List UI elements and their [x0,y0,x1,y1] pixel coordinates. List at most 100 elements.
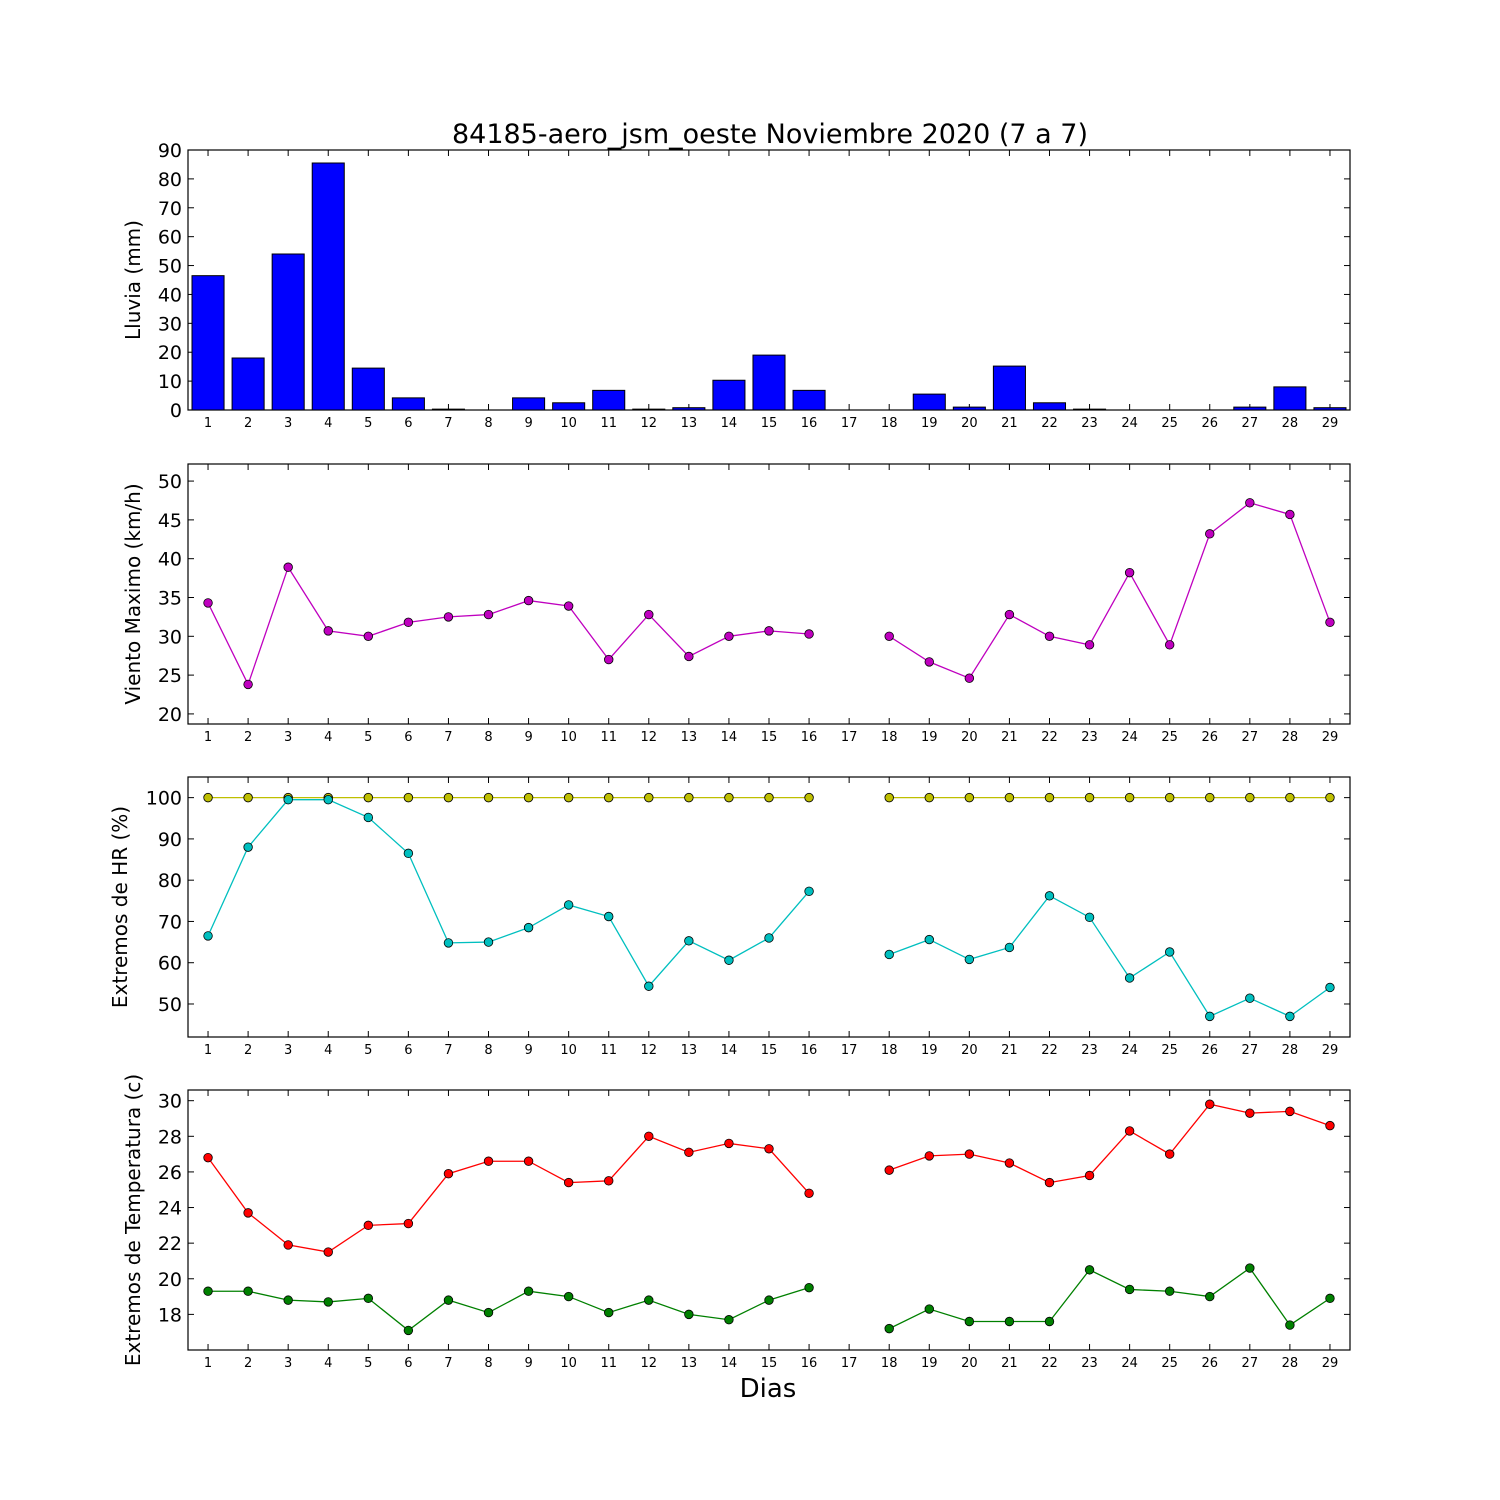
rain-xtick-label: 11 [600,416,617,431]
humidity-series-0-point [924,792,934,803]
temperature-series-1-point [1044,1316,1055,1327]
humidity-xtick-label: 16 [801,1043,818,1058]
temperature-series-1-point [1245,1263,1255,1273]
wind-series-0-point [884,631,894,641]
wind-series-0-point [483,609,494,620]
humidity-series-0-point [604,792,614,803]
rain-xtick-label: 18 [881,416,898,431]
humidity-series-0-point [1124,792,1135,803]
temperature-ytick-label: 24 [158,1198,182,1220]
temperature-ytick-label: 18 [158,1304,182,1326]
humidity-series-0-point [1245,792,1255,803]
temperature-series-0-point [804,1188,814,1198]
humidity-series-1-point [804,886,814,897]
humidity-series-0-point [243,792,253,803]
wind-series-0-point [804,629,814,639]
rain-ytick-label: 20 [158,342,182,364]
temperature-series-0-point [724,1138,734,1149]
humidity-xtick-label: 10 [560,1043,577,1058]
humidity-series-0-point [523,792,534,803]
rain-y-axis-label: Lluvia (mm) [121,220,145,340]
temperature-series-0-point [764,1144,774,1154]
humidity-ytick-label: 90 [158,829,182,851]
rain-xtick-label: 2 [244,416,252,431]
rain-ytick-label: 70 [158,198,182,220]
humidity-xtick-label: 6 [404,1043,412,1058]
humidity-series-1-point [1084,912,1095,923]
temperature-series-0-point [644,1131,654,1142]
temperature-series-1-point [443,1295,454,1305]
temperature-ytick-label: 28 [158,1126,182,1148]
wind-xtick-label: 11 [600,730,617,745]
temperature-series-0-line [207,1103,1331,1253]
wind-series-0-point [203,598,213,608]
wind-ytick-label: 40 [158,549,182,571]
wind-series-0-point [644,609,654,620]
humidity-series-1-point [684,936,694,946]
humidity-xtick-label: 12 [641,1043,658,1058]
wind-series-0-point [1245,498,1255,508]
temperature-series-0-point [1084,1170,1095,1181]
wind-xtick-label: 29 [1322,730,1339,745]
humidity-xtick-label: 24 [1121,1043,1138,1058]
humidity-xtick-label: 18 [881,1043,898,1058]
humidity-series-0-point [1164,792,1175,803]
rain-bar [752,354,786,411]
rain-xtick-label: 21 [1001,416,1018,431]
wind-ytick-label: 30 [158,626,182,648]
wind-xtick-label: 6 [404,730,412,745]
humidity-series-1-point [884,949,894,960]
humidity-xtick-label: 8 [484,1043,492,1058]
rain-xtick-label: 12 [641,416,658,431]
wind-series-0-point [443,612,454,622]
temperature-xtick-label: 5 [364,1356,372,1371]
rain-xtick-label: 4 [324,416,332,431]
rain-ytick-label: 80 [158,169,182,191]
temperature-series-0-point [1325,1120,1335,1131]
wind-series-0-point [1124,567,1135,578]
humidity-series-1-point [1004,942,1015,953]
temperature-series-0-point [1164,1149,1175,1159]
temperature-series-1-point [964,1316,975,1327]
temperature-series-0-point [443,1168,454,1179]
humidity-series-0-point [1084,792,1095,803]
temperature-xtick-label: 28 [1282,1356,1299,1371]
humidity-series-1-point [323,794,333,805]
rain-xtick-label: 29 [1322,416,1339,431]
rain-bar [592,389,626,411]
wind-xtick-label: 15 [761,730,778,745]
wind-y-axis-label: Viento Maximo (km/h) [121,483,145,704]
temperature-series-0-point [924,1151,934,1161]
temperature-ytick-label: 26 [158,1162,182,1184]
wind-series-0-line [207,502,1331,687]
wind-xtick-label: 18 [881,730,898,745]
humidity-series-1-point [283,794,293,805]
wind-xtick-label: 26 [1201,730,1218,745]
temperature-series-0-point [604,1176,614,1186]
wind-series-0-point [523,595,534,606]
humidity-series-1-point [764,933,774,943]
temperature-series-1-point [684,1309,694,1320]
wind-ytick-label: 45 [158,510,182,532]
wind-xtick-label: 2 [244,730,252,745]
temperature-series-1-point [764,1295,774,1305]
humidity-series-0-point [884,792,894,803]
wind-ytick-label: 20 [158,704,182,726]
rain-ytick-label: 0 [170,400,182,422]
temperature-xtick-label: 24 [1121,1356,1138,1371]
rain-bar [271,253,305,411]
temperature-ytick-label: 22 [158,1233,182,1255]
temperature-series-0-point [1245,1108,1255,1118]
wind-series-0-point [724,631,734,641]
wind-series-0-point [563,601,574,611]
temperature-series-1-point [1124,1284,1135,1295]
humidity-series-0-point [483,792,494,803]
temperature-series-1-point [884,1323,894,1334]
rain-xtick-label: 5 [364,416,372,431]
humidity-y-axis-label: Extremos de HR (%) [108,806,132,1008]
wind-xtick-label: 24 [1121,730,1138,745]
rain-xtick-label: 3 [284,416,292,431]
temperature-series-0-point [884,1165,894,1175]
temperature-series-0-point [1004,1158,1015,1168]
